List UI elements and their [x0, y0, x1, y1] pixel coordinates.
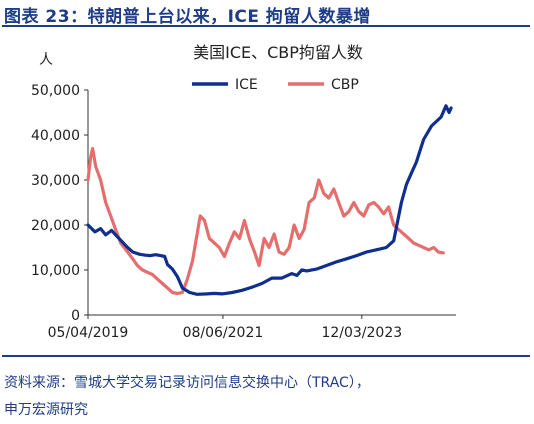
x-ticks: 05/04/2019 08/06/2021 12/03/2023: [48, 315, 402, 341]
y-tick-label: 0: [71, 308, 80, 324]
figure-title: 图表 23：特朗普上台以来，ICE 拘留人数暴增: [4, 7, 371, 27]
chart-title: 美国ICE、CBP拘留人数: [193, 43, 363, 62]
source-text: 雪城大学交易记录访问信息交换中心（TRAC），: [74, 375, 370, 391]
source-line-2: 申万宏源研究: [4, 402, 88, 418]
x-tick-label: 08/06/2021: [183, 325, 264, 341]
legend-cbp-label: CBP: [331, 77, 359, 93]
series-line-cbp: [86, 146, 445, 295]
y-tick-label: 30,000: [31, 173, 80, 189]
y-tick-label: 10,000: [31, 263, 80, 279]
y-ticks: 0 10,000 20,000 30,000 40,000 50,000: [31, 83, 88, 324]
legend: ICE CBP: [192, 77, 359, 93]
y-tick-label: 20,000: [31, 218, 80, 234]
source-label: 资料来源：: [4, 375, 74, 391]
y-axis-label: 人: [39, 52, 53, 68]
chart: 美国ICE、CBP拘留人数 人 ICE CBP 0 10,000 20,000 30,…: [31, 43, 456, 341]
legend-ice-label: ICE: [235, 77, 258, 93]
source-rule: [2, 355, 530, 357]
x-tick-label: 12/03/2023: [321, 325, 402, 341]
series-lines: [86, 104, 453, 296]
x-tick-label: 05/04/2019: [48, 325, 129, 341]
title-rule: [2, 25, 530, 27]
y-tick-label: 40,000: [31, 128, 80, 144]
series-line-ice: [86, 104, 453, 296]
y-tick-label: 50,000: [31, 83, 80, 99]
source-line: 资料来源：雪城大学交易记录访问信息交换中心（TRAC），: [4, 372, 370, 392]
